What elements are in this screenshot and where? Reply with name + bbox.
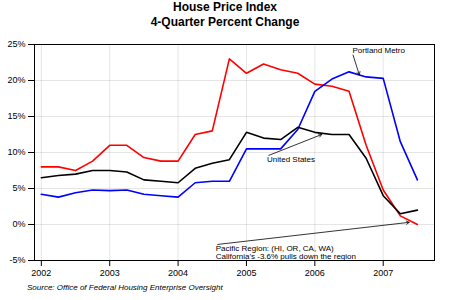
svg-text:2005: 2005 [236,268,256,278]
svg-text:United States: United States [267,155,315,164]
svg-text:2007: 2007 [373,268,393,278]
svg-text:2002: 2002 [31,268,51,278]
svg-text:25%: 25% [7,39,25,49]
svg-text:15%: 15% [7,111,25,121]
svg-text:-5%: -5% [9,255,25,265]
svg-text:Pacific Region: (HI, OR, CA, W: Pacific Region: (HI, OR, CA, WA)Californ… [216,244,356,261]
svg-text:10%: 10% [7,147,25,157]
svg-text:2003: 2003 [100,268,120,278]
svg-text:2006: 2006 [305,268,325,278]
html-text:4-Quarter Percent Change: 4-Quarter Percent Change [150,15,300,29]
svg-text:Portland Metro: Portland Metro [352,46,405,55]
html-text:Source: Office of Federal Hous: Source: Office of Federal Housing Enterp… [27,283,223,292]
svg-text:2004: 2004 [168,268,188,278]
html-text:House Price Index: House Price Index [173,0,277,14]
svg-text:5%: 5% [12,183,25,193]
svg-text:20%: 20% [7,75,25,85]
svg-text:0%: 0% [12,219,25,229]
